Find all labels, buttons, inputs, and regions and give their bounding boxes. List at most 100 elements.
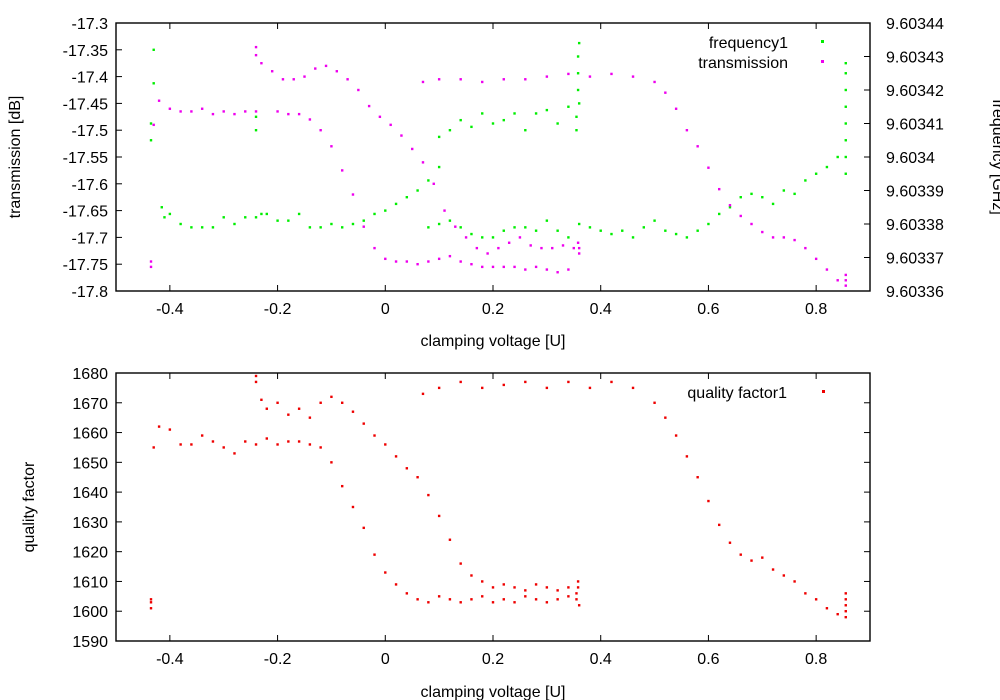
top-point-frequency1: [254, 216, 258, 219]
top-point-transmission: [233, 112, 236, 116]
top-point-transmission: [540, 246, 543, 250]
bottom-point-quality-factor1: [427, 601, 430, 604]
top-point-transmission: [610, 72, 613, 76]
bottom-point-quality-factor1: [168, 428, 172, 431]
bottom-point-quality-factor1: [567, 586, 570, 589]
top-point-transmission: [389, 123, 392, 127]
top-point-transmission: [459, 260, 462, 263]
top-point-frequency1: [297, 212, 301, 216]
bottom-point-quality-factor1: [373, 434, 376, 437]
top-point-transmission: [254, 45, 258, 49]
top-point-transmission: [357, 88, 360, 92]
top-point-transmission: [507, 241, 511, 244]
top-point-transmission: [497, 246, 500, 250]
bottom-point-quality-factor1: [470, 574, 473, 577]
bottom-point-quality-factor1: [459, 601, 462, 604]
top-point-transmission: [437, 78, 441, 81]
top-point-transmission: [287, 112, 290, 116]
top-point-frequency1: [576, 55, 580, 58]
bottom-point-quality-factor1: [502, 583, 505, 586]
bottom-point-quality-factor1: [276, 401, 279, 404]
bottom-point-quality-factor1: [149, 601, 153, 604]
bottom-point-quality-factor1: [470, 598, 473, 601]
top-point-transmission: [556, 271, 559, 274]
top-point-transmission: [631, 75, 635, 78]
top-point-transmission: [330, 145, 333, 148]
bottom-point-quality-factor1: [437, 595, 441, 598]
top-point-transmission: [421, 161, 425, 164]
top-point-frequency1: [491, 236, 495, 239]
bottom-point-quality-factor1: [362, 526, 365, 530]
top-point-frequency1: [276, 219, 279, 222]
top-point-frequency1: [844, 72, 847, 75]
top-point-transmission: [836, 279, 839, 282]
top-y2-tick-label: 9.60344: [886, 16, 944, 33]
top-point-frequency1: [152, 82, 155, 85]
top-point-transmission: [491, 265, 495, 269]
bottom-point-quality-factor1: [405, 592, 409, 595]
top-point-frequency1: [534, 229, 538, 232]
top-point-frequency1: [394, 202, 398, 206]
bottom-point-quality-factor1: [351, 410, 355, 413]
top-point-frequency1: [200, 226, 204, 229]
bottom-point-quality-factor1: [567, 595, 570, 598]
top-point-frequency1: [481, 112, 484, 115]
top-point-frequency1: [491, 122, 495, 125]
top-point-transmission: [551, 246, 554, 250]
top-point-frequency1: [782, 189, 786, 192]
bottom-point-quality-factor1: [254, 374, 258, 378]
bottom-point-quality-factor1: [844, 598, 847, 601]
bottom-x-tick-label: 0.4: [590, 651, 612, 668]
top-point-frequency1: [610, 232, 613, 236]
top-point-frequency1: [707, 222, 710, 226]
top-point-transmission: [222, 110, 225, 113]
top-point-transmission: [814, 257, 818, 261]
bottom-point-quality-factor1: [545, 586, 549, 589]
top-point-transmission: [384, 257, 387, 261]
top-point-frequency1: [160, 206, 163, 209]
top-point-frequency1: [576, 72, 580, 75]
top-point-frequency1: [330, 222, 333, 226]
bottom-point-quality-factor1: [448, 538, 452, 541]
top-point-transmission: [524, 268, 527, 271]
top-point-frequency1: [556, 229, 559, 232]
top-point-transmission: [437, 257, 441, 261]
top-point-transmission: [567, 72, 570, 76]
top-point-frequency1: [718, 212, 721, 216]
top-point-transmission: [653, 80, 656, 84]
top-point-frequency1: [351, 222, 355, 226]
top-axes: -0.4 -0.2 0 0.2 0.4 0.6 0.8 -17.3 -17.35 -17.4 -17…: [63, 16, 944, 318]
bottom-point-quality-factor1: [491, 601, 495, 604]
top-point-transmission: [459, 78, 462, 81]
top-point-frequency1: [168, 212, 172, 216]
top-point-frequency1: [524, 129, 527, 132]
bottom-point-quality-factor1: [502, 383, 505, 387]
top-point-frequency1: [642, 226, 645, 229]
top-point-frequency1: [152, 48, 155, 51]
top-point-transmission: [664, 91, 667, 94]
bottom-point-quality-factor1: [416, 476, 419, 479]
bottom-point-quality-factor1: [330, 461, 333, 464]
transmission-frequency-plot: -0.4 -0.2 0 0.2 0.4 0.6 0.8 -17.3 -17.35 -17.4 -17…: [7, 16, 1000, 350]
top-point-transmission: [416, 263, 419, 266]
bottom-x-tick-label: 0.2: [482, 651, 504, 668]
bottom-x-tick-label: 0: [381, 651, 390, 668]
bottom-data-points: [149, 374, 847, 619]
bottom-point-quality-factor1: [152, 446, 155, 449]
bottom-point-quality-factor1: [287, 413, 290, 416]
top-point-frequency1: [427, 226, 430, 229]
top-point-frequency1: [384, 209, 387, 212]
bottom-y-tick-label: 1620: [72, 545, 108, 562]
bottom-point-quality-factor1: [297, 407, 301, 410]
bottom-point-quality-factor1: [534, 583, 538, 586]
top-point-transmission: [844, 284, 847, 287]
bottom-point-quality-factor1: [844, 592, 847, 595]
bottom-point-quality-factor1: [421, 392, 425, 396]
bottom-point-quality-factor1: [576, 580, 580, 583]
top-point-transmission: [674, 107, 678, 110]
top-point-transmission: [844, 273, 847, 277]
top-point-transmission: [685, 129, 689, 132]
bottom-point-quality-factor1: [308, 416, 312, 419]
top-point-transmission: [190, 110, 193, 113]
top-point-transmission: [149, 260, 153, 263]
